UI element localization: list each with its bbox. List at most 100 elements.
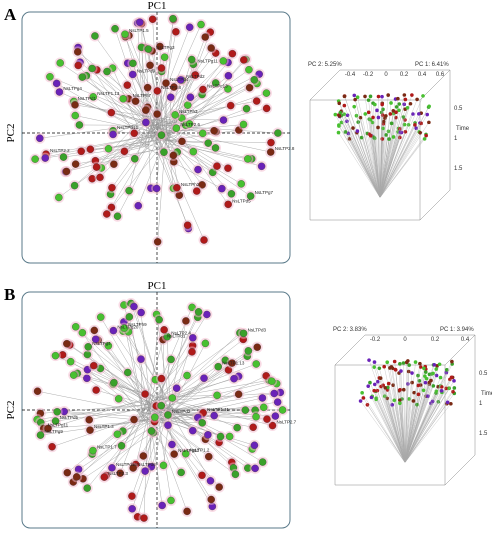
inset-point [386,93,390,97]
node [48,443,56,451]
node [219,116,228,124]
node [111,25,119,33]
inset-point [406,369,411,374]
node [172,384,181,392]
node-label: NsLTPh2 [181,182,200,187]
node [130,302,138,311]
node [153,238,162,246]
edge [49,76,152,120]
node [194,165,202,174]
edge [111,137,149,188]
edge [82,76,165,142]
inset-pc1: PC 1: 6.41% [415,62,449,68]
node [216,432,225,441]
inset-point [360,390,364,395]
trajectory [404,380,455,463]
top-tick: -0.2 [363,72,374,78]
trajectory [370,135,381,198]
inset-point [421,94,425,98]
node [268,421,277,430]
top-tick: -0.2 [370,337,381,343]
trajectory [372,117,381,198]
edge [125,36,161,122]
inset-point [449,402,453,406]
y-axis-title: PC2 [5,401,17,420]
node [169,14,177,23]
inset-point [386,381,391,386]
trajectory [404,377,441,463]
node-label: NsLTPd1 [78,96,97,101]
top-tick: 0 [384,72,388,78]
inset-point [366,110,371,115]
inset-point [412,390,416,395]
trajectory [379,113,419,198]
node [172,124,181,132]
inset-point [336,130,341,135]
node [226,101,235,110]
node [251,464,259,473]
node-label: NsLTP1.13 [222,361,245,366]
node [107,203,116,212]
inset-point [389,121,394,126]
inset-point [396,96,400,101]
inset-point [437,362,442,367]
node-label: NsLTPd9 [137,68,156,73]
node-label: NsLTP2.7 [277,420,297,425]
side-tick: 1 [454,136,458,142]
node [158,501,166,510]
trajectory [362,392,406,463]
node [91,32,99,40]
node [89,93,97,101]
inset-point [368,380,372,385]
inset-point [434,389,439,394]
trajectory [367,133,381,198]
node [168,440,176,449]
node-label: NsLTP2.8 [275,146,295,151]
node [201,33,209,41]
time-label: Time [481,391,492,397]
node [167,355,175,364]
node [274,129,282,137]
node [189,334,197,342]
node [107,108,116,117]
inset-point [372,382,377,387]
node [148,15,157,24]
trajectory [374,104,381,198]
node [142,118,150,127]
node [266,148,275,156]
node [156,42,164,51]
network: NsLTP1.11 NsLTP1.13 NsLTP2.7 NsLTPd1 NsLTPd1… [31,297,297,524]
node [252,360,260,368]
node [90,326,99,335]
trajectory [404,360,408,463]
node [130,415,138,424]
inset-point [376,94,381,99]
node [213,391,221,400]
trajectory [379,138,425,198]
trajectory [374,384,406,463]
trajectory [338,132,381,198]
inset-point [381,126,385,131]
node [228,359,236,367]
node [187,55,196,64]
node [108,464,116,472]
inset-point [423,370,428,374]
node [176,76,185,84]
node [78,73,87,81]
node [225,432,234,441]
trajectory [379,134,387,198]
node [53,408,61,416]
inset-point [372,360,377,364]
top-tick: 0 [403,337,407,343]
node [270,389,278,398]
x-axis-title: PC1 [148,0,167,12]
node [70,181,79,190]
inset-point [338,110,343,115]
inset-point [378,376,383,380]
node [166,93,175,101]
node [110,378,118,387]
edge [139,22,168,124]
node [153,87,162,95]
node [237,180,245,188]
inset-point [410,371,414,375]
